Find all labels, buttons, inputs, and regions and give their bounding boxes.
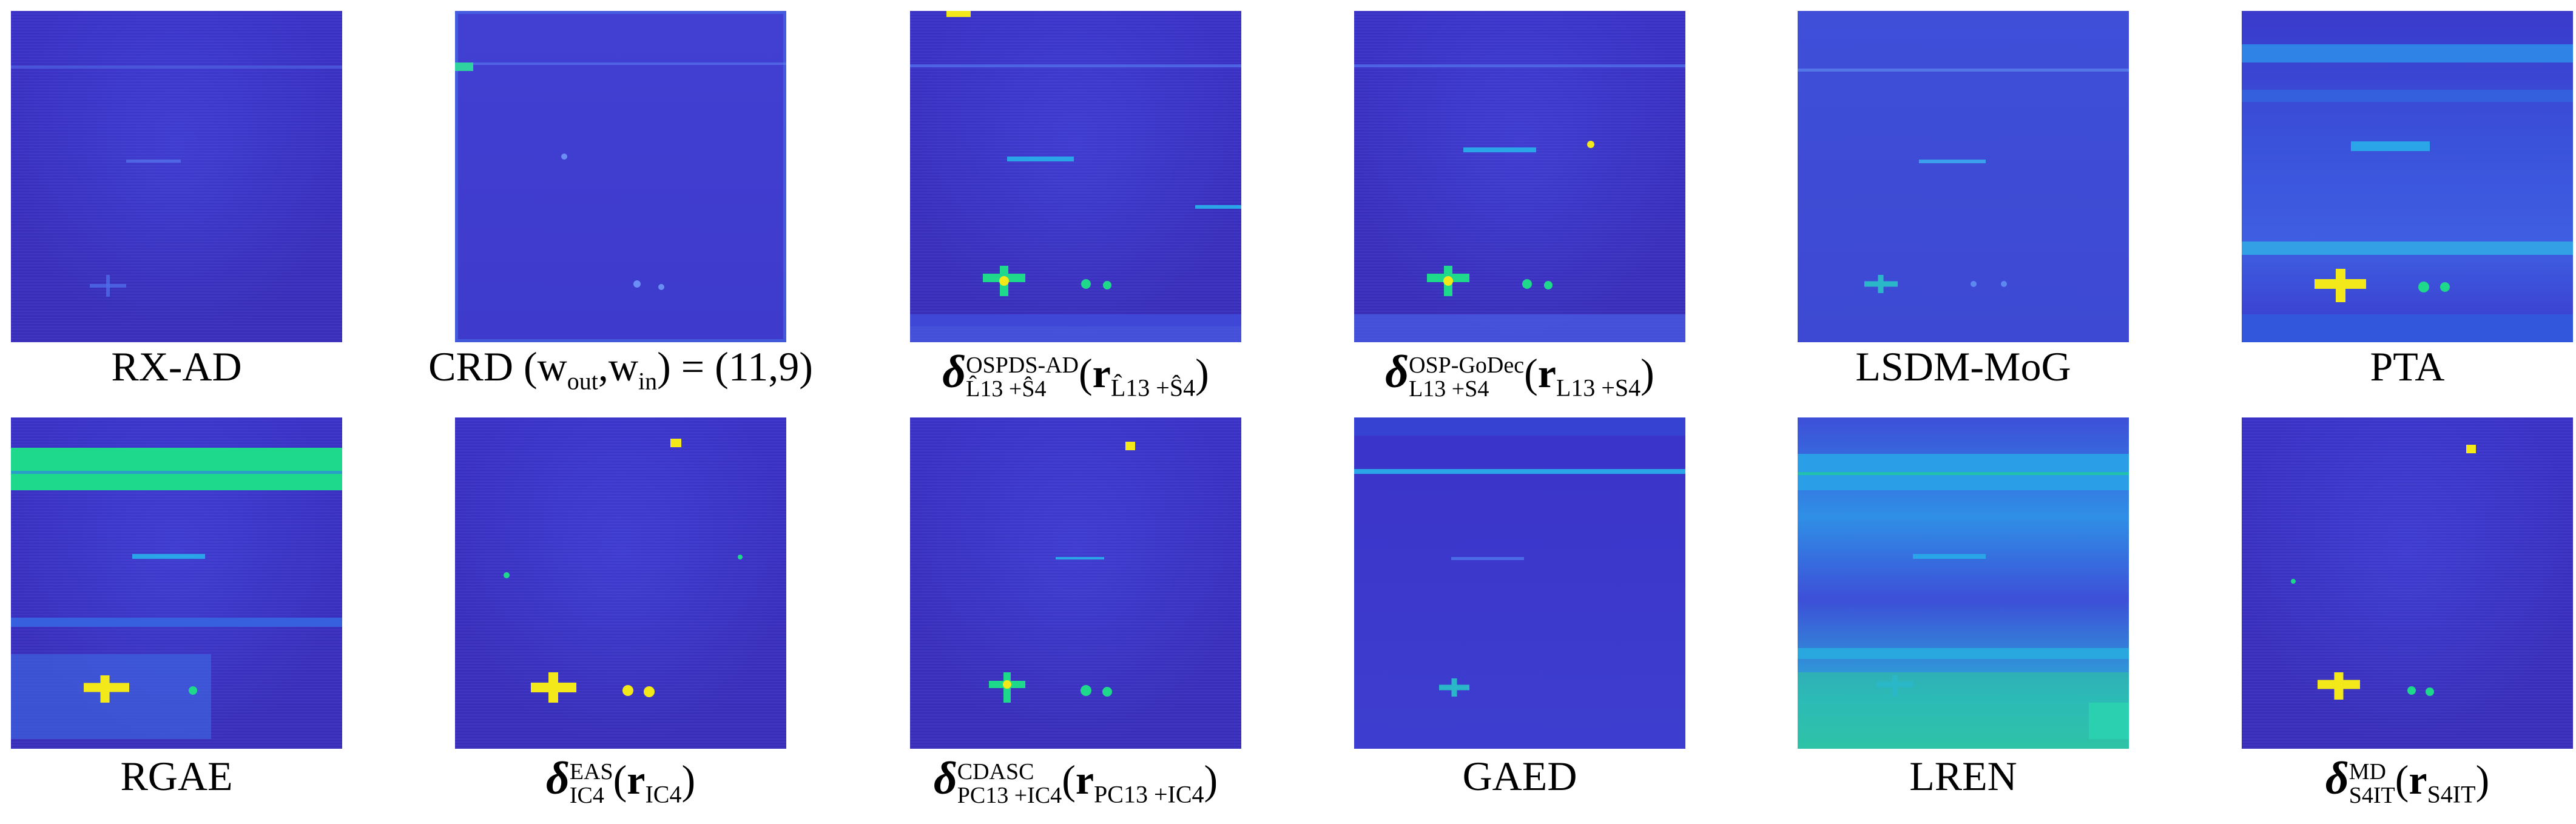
map-graphics (1798, 454, 2129, 749)
close-paren: ) (1204, 757, 1218, 803)
open-paren: ( (2395, 757, 2409, 803)
detection-map-lren (1798, 417, 2129, 749)
detection-map-lsdm-mog (1798, 11, 2129, 342)
crd-name: CRD (428, 343, 513, 390)
crd-out-sub: out (567, 367, 598, 395)
detection-map-gaed (1354, 417, 1685, 749)
map-graphics (11, 448, 342, 739)
ospgodec-sup: OSP-GoDec (1409, 352, 1525, 378)
caption-rx-ad: RX-AD (111, 343, 242, 390)
map-graphics (504, 439, 743, 703)
r-symbol: r (627, 757, 646, 803)
map-graphics (910, 11, 1241, 342)
md-sup: MD (2348, 758, 2386, 785)
cdasc-r-sub: PC13 +IC4 (1094, 780, 1204, 808)
map-graphics (11, 66, 342, 297)
detection-map-crd (455, 11, 786, 342)
crd-in-sub: in (638, 367, 658, 395)
caption-ospds-ad: δ OSPDS-AD L̂13 +Ŝ4 (rL̂13 +Ŝ4) (863, 349, 1288, 402)
caption-eas: δ EAS IC4 (rIC4) (408, 755, 833, 808)
map-graphics (2291, 445, 2476, 700)
crd-params-open: (w (523, 343, 567, 390)
open-paren: ( (1062, 757, 1076, 803)
caption-gaed: GAED (1462, 753, 1577, 799)
ospds-sup: OSPDS-AD (966, 352, 1079, 378)
caption-lren: LREN (1909, 753, 2017, 799)
caption-lsdm-mog: LSDM-MoG (1855, 343, 2071, 390)
caption-cdasc: δ CDASC PC13 +IC4 (rPC13 +IC4) (863, 755, 1288, 808)
caption-crd: CRD (wout,win) = (11,9) (408, 346, 833, 394)
r-symbol: r (1092, 350, 1111, 396)
close-paren: ) (681, 757, 696, 803)
detection-map-md (2242, 417, 2573, 749)
delta-symbol: δ (545, 753, 570, 804)
eas-r-sub: IC4 (645, 780, 682, 808)
open-paren: ( (1524, 350, 1538, 396)
close-paren: ) (2475, 757, 2490, 803)
delta-symbol: δ (1385, 346, 1409, 397)
md-sub: S4IT (2348, 783, 2395, 809)
cdasc-sub: PC13 +IC4 (957, 783, 1062, 809)
caption-osp-godec: δ OSP-GoDec L13 +S4 (rL13 +S4) (1307, 349, 1732, 402)
close-paren: ) (1640, 350, 1654, 396)
r-symbol: r (1075, 757, 1094, 803)
md-r-sub: S4IT (2427, 780, 2476, 808)
detection-map-cdasc (910, 417, 1241, 749)
map-graphics (2242, 44, 2573, 342)
delta-symbol: δ (933, 753, 957, 804)
ospgodec-sub: L13 +S4 (1409, 376, 1489, 402)
crd-value: ) = (11,9) (657, 343, 813, 390)
detection-map-ospds-ad (910, 11, 1241, 342)
close-paren: ) (1195, 350, 1209, 396)
map-graphics (455, 11, 786, 342)
eas-sub: IC4 (569, 783, 604, 809)
map-graphics (1354, 417, 1685, 697)
cdasc-sup: CDASC (957, 758, 1034, 785)
ospgodec-r-sub: L13 +S4 (1556, 374, 1641, 402)
delta-symbol: δ (2325, 753, 2349, 804)
open-paren: ( (1079, 350, 1093, 396)
delta-symbol: δ (942, 346, 966, 397)
crd-comma: ,w (598, 343, 638, 390)
caption-md: δ MD S4IT (rS4IT) (2195, 755, 2576, 808)
detection-map-rgae (11, 417, 342, 749)
detection-map-pta (2242, 11, 2573, 342)
r-symbol: r (2409, 757, 2427, 803)
map-graphics (989, 442, 1135, 703)
eas-sup: EAS (569, 758, 613, 785)
map-graphics (1354, 64, 1685, 342)
detection-map-eas (455, 417, 786, 749)
detection-map-rx-ad (11, 11, 342, 342)
r-symbol: r (1537, 350, 1556, 396)
caption-rgae: RGAE (120, 753, 233, 799)
open-paren: ( (613, 757, 627, 803)
ospds-sub: L̂13 +Ŝ4 (966, 376, 1047, 402)
ospds-r-sub: L̂13 +Ŝ4 (1110, 374, 1196, 402)
map-graphics (1798, 69, 2129, 293)
detection-map-osp-godec (1354, 11, 1685, 342)
caption-pta: PTA (2370, 343, 2445, 390)
